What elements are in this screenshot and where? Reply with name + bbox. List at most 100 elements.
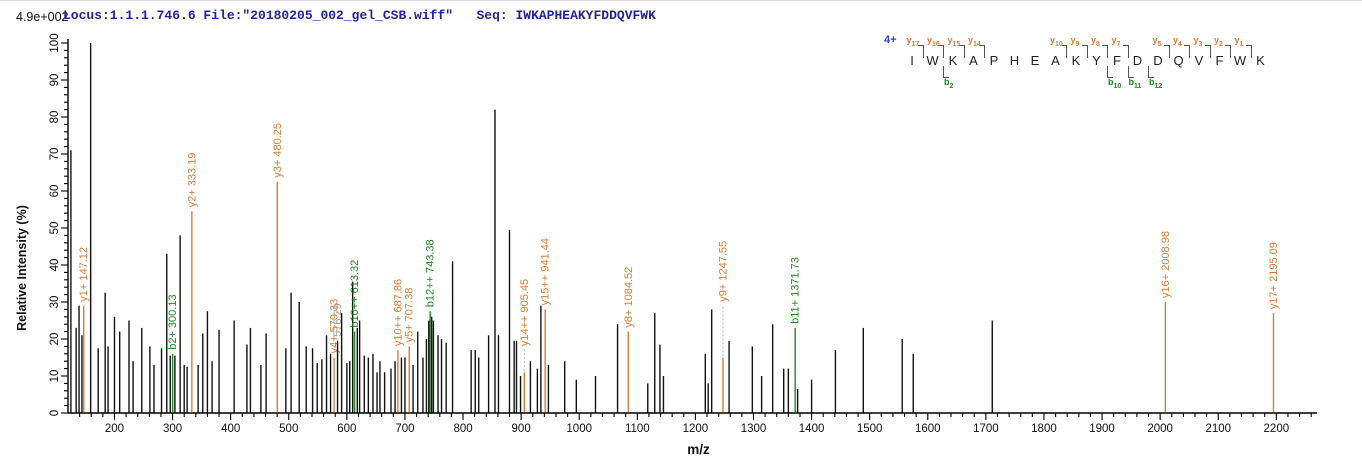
peak-label: y4+ 579.33 <box>329 299 341 354</box>
y-ion-label: y9 <box>1070 35 1080 48</box>
y-ion-label: y17 <box>906 35 920 48</box>
x-tick-label: 1600 <box>915 423 941 435</box>
residue-letter: V <box>1194 53 1204 68</box>
b-ion-label: b10 <box>1108 77 1122 90</box>
b-ion-bracket <box>1107 66 1113 78</box>
residue-letter: Y <box>1092 53 1101 68</box>
residue-letter: Q <box>1173 53 1184 68</box>
residue-letter: E <box>1030 53 1040 68</box>
b-ion-bracket <box>1148 66 1154 78</box>
y-tick-label: 80 <box>49 111 61 124</box>
peak-label: y2+ 333.19 <box>186 153 198 208</box>
residue-letter: F <box>1215 53 1224 68</box>
intensity-scale-label: 4.9e+002 <box>16 10 69 24</box>
x-axis-label: m/z <box>687 442 710 457</box>
b-ion-label: b11 <box>1128 77 1142 90</box>
y-tick-label: 60 <box>49 185 61 198</box>
y-ion-bracket <box>917 45 924 58</box>
y-ion-bracket <box>1081 45 1088 58</box>
b-ion-label: b2 <box>944 77 954 90</box>
x-tick-label: 800 <box>453 423 472 435</box>
x-tick-label: 700 <box>395 423 414 435</box>
peak-label: y8+ 1084.52 <box>623 267 635 328</box>
y-ion-bracket <box>958 45 965 58</box>
y-ion-label: y7 <box>1111 35 1121 48</box>
residue-letter: D <box>1153 53 1163 68</box>
y-tick-label: 0 <box>49 410 61 416</box>
y-ion-bracket <box>1163 45 1170 58</box>
x-tick-label: 600 <box>337 423 356 435</box>
x-tick-label: 2100 <box>1205 423 1231 435</box>
peak-label: y9+ 1247.55 <box>718 241 730 302</box>
spectrum-title: Locus:1.1.1.746.6 File:"20180205_002_gel… <box>63 8 656 23</box>
residue-letter: P <box>989 53 999 68</box>
y-ion-label: y8 <box>1091 35 1100 48</box>
peak-label: y3+ 480.25 <box>272 123 284 178</box>
residue-letter: F <box>1113 53 1121 68</box>
y-tick-label: 90 <box>49 74 61 87</box>
y-ion-label: y1 <box>1234 35 1244 48</box>
x-tick-label: 2200 <box>1264 423 1290 435</box>
y-tick-label: 70 <box>49 148 61 161</box>
b-ion-bracket <box>1127 66 1134 78</box>
peak-label: y15++ 941.44 <box>540 238 552 305</box>
peak-label: b10++ 613.32 <box>349 260 361 328</box>
x-tick-label: 400 <box>221 423 240 435</box>
b-ion-label: b12 <box>1149 77 1163 90</box>
y-ion-bracket <box>1122 45 1129 58</box>
y-axis-label: Relative Intensity (%) <box>15 205 29 331</box>
y-ion-bracket <box>1204 45 1211 58</box>
y-ion-bracket <box>1184 45 1190 58</box>
peak-label: b11+ 1371.73 <box>790 257 802 324</box>
y-ion-label: y2 <box>1214 35 1223 48</box>
y-ion-bracket <box>979 45 985 58</box>
peak-label: y17+ 2195.09 <box>1268 242 1280 309</box>
y-ion-label: y16 <box>927 35 940 48</box>
x-tick-label: 1400 <box>799 423 825 435</box>
residue-letter: K <box>948 53 958 68</box>
x-tick-label: 1000 <box>566 423 592 435</box>
residue-letter: A <box>969 53 978 68</box>
x-tick-label: 1200 <box>683 423 709 435</box>
y-tick-label: 50 <box>49 222 61 235</box>
y-tick-label: 10 <box>49 370 61 383</box>
residue-letter: A <box>1051 53 1060 68</box>
b-ion-bracket <box>943 66 949 78</box>
y-ion-label: y14 <box>968 35 981 48</box>
x-tick-label: 1300 <box>741 423 767 435</box>
y-tick-label: 40 <box>49 259 61 272</box>
x-tick-label: 300 <box>163 423 182 435</box>
x-tick-label: 200 <box>105 423 124 435</box>
residue-letter: W <box>1233 53 1247 68</box>
x-tick-label: 1700 <box>973 423 999 435</box>
residue-letter: K <box>1071 53 1081 68</box>
x-tick-label: 1100 <box>625 423 650 435</box>
residue-letter: I <box>910 53 914 68</box>
peak-label: b2+ 300.13 <box>167 294 179 349</box>
peak-label: y14++ 905.45 <box>519 279 531 346</box>
y-ion-label: y10 <box>1050 35 1063 48</box>
peak-label: y5+ 707.38 <box>404 288 416 343</box>
x-tick-label: 2000 <box>1147 423 1173 435</box>
y-ion-bracket <box>1225 45 1231 58</box>
y-ion-label: y15 <box>947 35 961 48</box>
y-tick-label: 100 <box>49 33 61 52</box>
x-tick-label: 1800 <box>1031 423 1057 435</box>
x-tick-label: 1500 <box>857 423 883 435</box>
y-ion-label: y3 <box>1193 35 1203 48</box>
precursor-charge-label: 4+ <box>884 34 897 46</box>
y-ion-bracket <box>1245 45 1252 58</box>
y-tick-label: 30 <box>49 296 61 309</box>
y-ion-label: y5 <box>1152 35 1162 48</box>
peak-label: y10++ 687.86 <box>392 279 404 346</box>
residue-letter: W <box>926 53 939 68</box>
y-ion-bracket <box>1102 45 1108 58</box>
y-ion-bracket <box>1061 45 1067 58</box>
residue-letter: D <box>1132 53 1143 68</box>
y-ion-bracket <box>938 45 944 58</box>
x-tick-label: 900 <box>512 423 531 435</box>
peak-label: b12++ 743.38 <box>425 239 437 307</box>
